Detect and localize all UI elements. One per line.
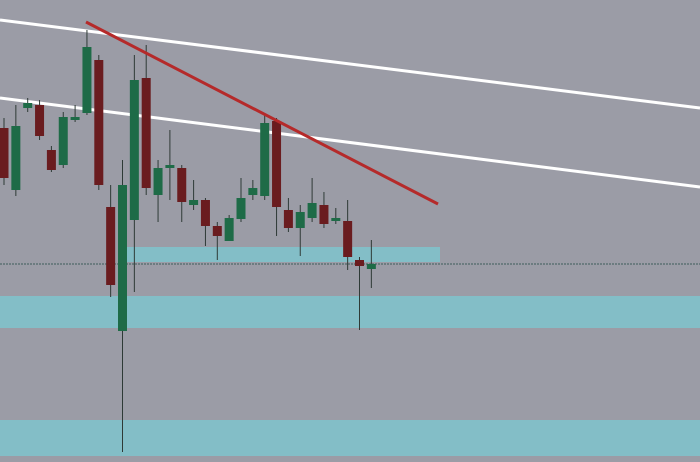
trend-line [85,20,439,206]
candle-body [46,150,56,170]
candle-body [118,185,127,331]
candle-body [106,207,116,285]
candle-body [260,123,270,196]
candle-body [153,168,163,195]
support-zone [0,420,700,456]
candle-body [177,168,187,202]
candle-body [35,105,45,136]
candle-body [272,121,282,207]
candle-body [295,212,305,228]
candle-body [283,210,293,228]
trend-line [0,96,700,189]
candle-body [319,205,329,224]
candle-body [248,188,258,195]
candle-body [355,260,364,266]
candle-body [366,264,376,269]
candle-body [70,117,80,120]
candle-body [200,200,210,226]
candle-body [23,103,33,108]
candle-body [58,117,68,165]
support-zone [0,296,700,328]
candle-body [224,218,234,241]
candle-body [82,47,92,113]
candle-body [307,203,317,218]
candle-body [165,165,175,168]
candle-body [94,60,104,185]
candle-body [141,78,151,188]
candle-body [212,226,222,236]
candle-body [129,80,139,220]
trend-line [0,18,700,110]
candle-body [331,218,341,221]
candles [0,30,376,452]
resistance-zone [125,247,440,262]
candle-body [0,128,9,178]
candle-body [236,198,246,219]
candle-body [343,221,353,257]
candle-body [189,200,199,205]
candle-body [11,126,21,190]
